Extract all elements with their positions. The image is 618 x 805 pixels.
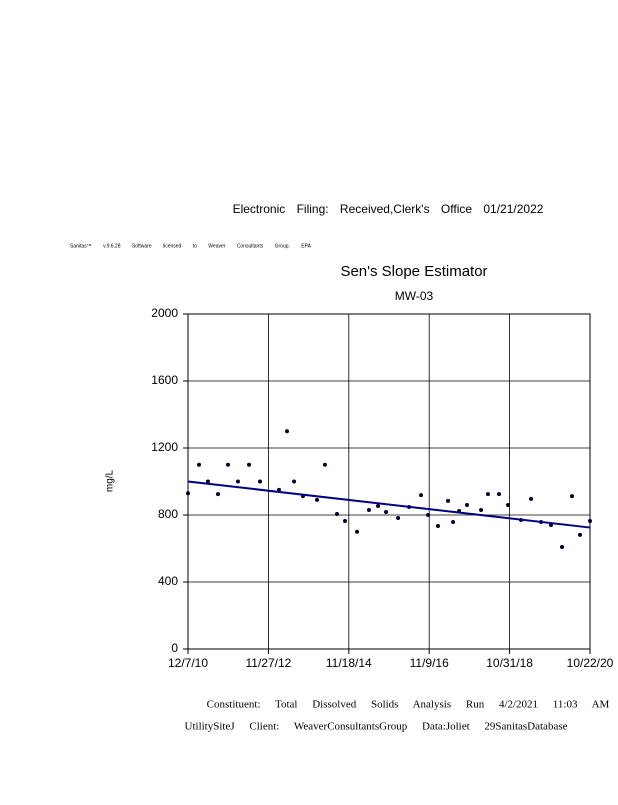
data-point — [451, 520, 456, 525]
x-tick-label: 10/22/20 — [567, 656, 614, 670]
data-point — [334, 511, 339, 516]
y-axis-label: mg/L — [105, 469, 116, 492]
data-point — [465, 502, 470, 507]
data-point — [343, 519, 348, 524]
data-point — [226, 462, 231, 467]
y-tick-label: 1600 — [151, 373, 178, 387]
data-point — [246, 462, 251, 467]
data-point — [197, 462, 202, 467]
data-point — [355, 529, 360, 534]
data-point — [479, 507, 484, 512]
data-point — [506, 502, 511, 507]
y-tick-label: 1200 — [151, 440, 178, 454]
data-point — [560, 544, 565, 549]
plot-frame — [187, 313, 591, 650]
footer-line: Constituent: Total Dissolved Solids Anal… — [207, 699, 610, 711]
data-point — [436, 524, 441, 529]
y-tick-label: 0 — [171, 641, 178, 655]
trend-line — [187, 480, 591, 529]
data-point — [529, 496, 534, 501]
data-point — [322, 462, 327, 467]
data-point — [366, 507, 371, 512]
data-point — [426, 513, 431, 517]
x-tick-label: 11/27/12 — [245, 656, 291, 670]
y-tick-label: 800 — [158, 507, 178, 521]
data-point — [315, 497, 320, 502]
data-point — [419, 493, 424, 498]
data-point — [485, 492, 490, 497]
data-point — [258, 479, 263, 484]
data-point — [186, 491, 190, 496]
data-point — [292, 479, 297, 484]
data-point — [396, 516, 401, 521]
data-point — [285, 429, 290, 434]
data-point — [376, 503, 381, 508]
data-point — [446, 498, 451, 503]
chart-subtitle: MW-03 — [395, 289, 434, 303]
data-point — [235, 479, 240, 484]
data-point — [588, 519, 592, 524]
data-point — [205, 479, 210, 484]
data-point — [497, 492, 502, 497]
filing-note: Electronic Filing: Received,Clerk's Offi… — [233, 202, 544, 216]
data-point — [577, 532, 582, 537]
y-tick-label: 400 — [158, 574, 178, 588]
data-point — [215, 492, 220, 497]
x-tick-label: 11/9/16 — [410, 656, 449, 670]
x-tick-label: 12/7/10 — [168, 656, 208, 670]
x-tick-label: 10/31/18 — [486, 656, 533, 670]
footer-line: UtilitySiteJ Client: WeaverConsultantsGr… — [185, 721, 568, 733]
data-point — [384, 509, 389, 514]
chart-title: Sen's Slope Estimator — [340, 263, 487, 280]
y-tick-label: 2000 — [151, 306, 178, 320]
data-point — [570, 494, 575, 499]
x-tick-label: 11/18/14 — [326, 656, 372, 670]
software-note: Sanitas™ v.9.6.28 Software licensed to W… — [70, 243, 312, 249]
